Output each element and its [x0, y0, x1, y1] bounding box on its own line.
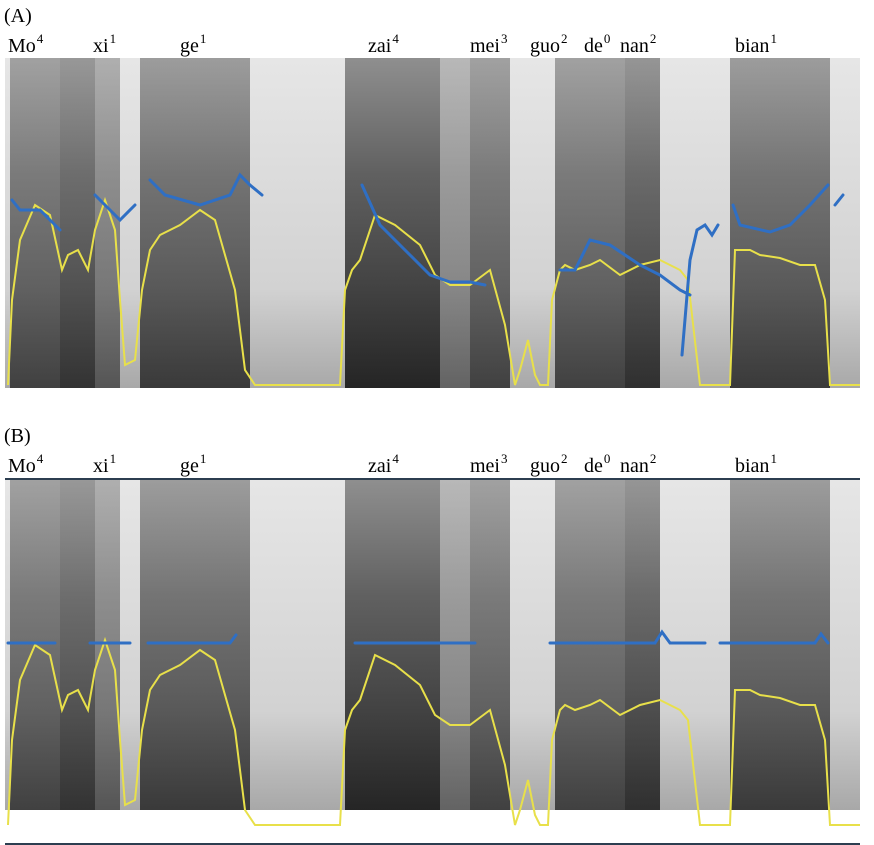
syllable: zai: [368, 35, 392, 57]
syllable: ge: [180, 35, 199, 57]
syllable: guo: [530, 455, 560, 477]
syllable: xi: [93, 455, 109, 477]
syllable: xi: [93, 35, 109, 57]
tone-number: 3: [501, 451, 508, 466]
tone-number: 2: [561, 451, 568, 466]
tone-number: 4: [37, 31, 44, 46]
syllable: Mo: [8, 35, 36, 57]
syllable: Mo: [8, 455, 36, 477]
tone-number: 0: [604, 31, 611, 46]
tone-number: 1: [200, 31, 207, 46]
tone-number: 4: [392, 31, 399, 46]
panel-label: (A): [4, 5, 32, 27]
tone-number: 1: [110, 31, 117, 46]
tone-number: 3: [501, 31, 508, 46]
syllable: mei: [470, 455, 500, 477]
tone-number: 1: [770, 31, 777, 46]
syllable: bian: [735, 455, 769, 477]
syllable: mei: [470, 35, 500, 57]
tone-number: 4: [37, 451, 44, 466]
syllable: ge: [180, 455, 199, 477]
tone-number: 4: [392, 451, 399, 466]
syllable: nan: [620, 35, 649, 57]
tone-number: 2: [650, 31, 657, 46]
syllable: zai: [368, 455, 392, 477]
syllable: guo: [530, 35, 560, 57]
panel-label: (B): [4, 425, 31, 447]
syllable: nan: [620, 455, 649, 477]
syllable: de: [584, 455, 603, 477]
tone-number: 0: [604, 451, 611, 466]
tone-number: 1: [200, 451, 207, 466]
tone-number: 2: [650, 451, 657, 466]
tone-number: 2: [561, 31, 568, 46]
pitch-contour: [10, 172, 845, 357]
syllable: bian: [735, 35, 769, 57]
tone-number: 1: [110, 451, 117, 466]
tone-number: 1: [770, 451, 777, 466]
syllable: de: [584, 35, 603, 57]
pitch-contour: [6, 629, 830, 645]
